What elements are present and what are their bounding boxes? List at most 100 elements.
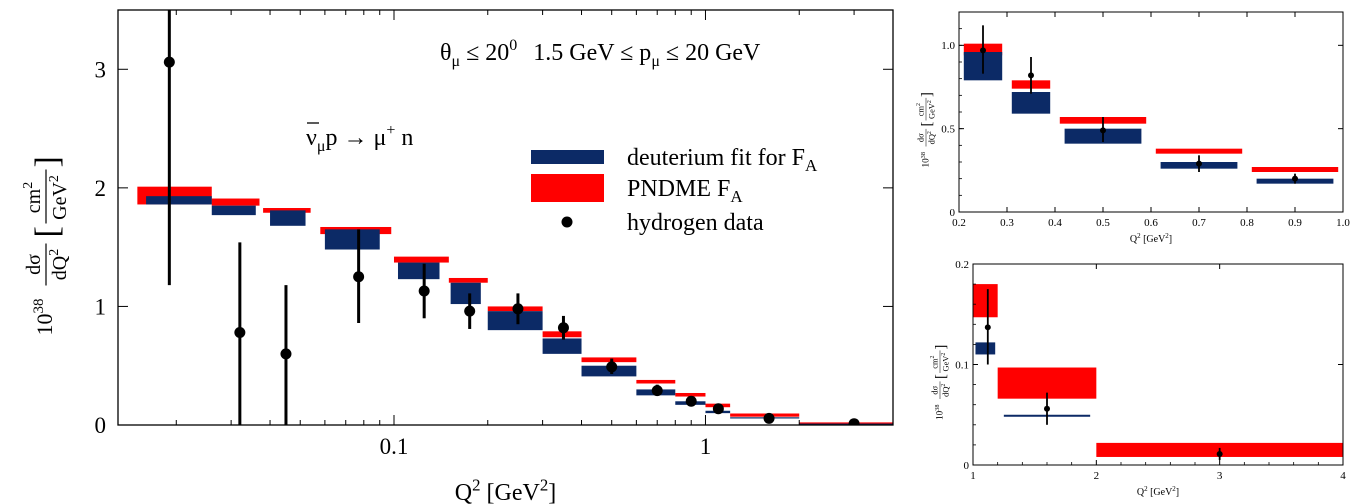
cuts-p-pre: 1.5 GeV ≤ p [533, 40, 651, 66]
main-pndme-band-4 [393, 256, 449, 263]
main-deuterium-band-7 [542, 338, 582, 354]
inset-top-pndme-band-4 [1251, 167, 1339, 172]
inset-top-xlabel-sup: 2 [1137, 232, 1141, 240]
inset-bottom-xlabel-base: Q [1137, 487, 1145, 498]
main-pndme-band-5 [448, 277, 488, 283]
main-ylabel-unit-num-sup: 2 [21, 182, 36, 189]
inset-bottom-xlabel-unit: [GeV [1148, 487, 1173, 498]
main-frame [117, 9, 894, 426]
reaction-nu-sub: μ [317, 138, 326, 155]
inset-bottom-ylabel-unit-num-base: cm [930, 358, 939, 369]
main-ylabel-unit-num-base: cm [23, 188, 45, 213]
inset-bottom-ylabel-den-sup: 2 [941, 384, 947, 387]
inset-top-data-point-2 [1100, 127, 1106, 134]
main-ylabel-factor-sup: 38 [31, 299, 47, 314]
inset-top-ylabel-unit-den-sup: 2 [927, 100, 933, 103]
inset-bottom-data-point-0 [984, 324, 991, 331]
inset-top-ytick-label-1: 0.5 [941, 124, 955, 136]
reaction-mid: p → μ [325, 125, 386, 151]
inset-bottom-ylabel-bracket-open: [ [933, 374, 949, 379]
inset-top-data-point-4 [1292, 175, 1298, 182]
reaction-nu: ν [306, 125, 317, 151]
inset-bottom-ylabel-unit-den-base: GeV [941, 356, 950, 372]
main-ylabel-factor: 1038 [31, 299, 57, 336]
inset-top-ylabel-unit-num-base: cm [916, 105, 925, 116]
main-ylabel-bracket-close: ] [29, 156, 66, 167]
inset-top-ylabel-den: dQ2 [927, 131, 936, 144]
inset-top-xtick-label-6: 0.8 [1240, 217, 1254, 229]
inset-bottom-xlabel-sup: 2 [1144, 485, 1148, 493]
reaction-tail: n [395, 125, 413, 151]
inset-top-xtick-label-7: 0.9 [1288, 217, 1302, 229]
inset-bottom-ylabel-unit-num-sup: 2 [930, 355, 936, 358]
inset-top-ylabel-unit-num: cm2 [916, 103, 925, 116]
main-ylabel-unit-den-sup: 2 [47, 175, 62, 182]
main-deuterium-band-2 [270, 210, 306, 226]
main-xlabel-sup: 2 [472, 475, 480, 494]
main-ylabel-unit-den: GeV2 [47, 175, 71, 220]
cuts-theta-sub: μ [452, 53, 461, 70]
reaction-annotation: νμp → μ+ n [306, 122, 413, 155]
inset-top-ylabel-factor-base: 10 [921, 158, 931, 168]
main-data-point-3 [353, 271, 365, 283]
legend-swatch-deuterium [531, 150, 604, 164]
main-data-point-7 [557, 322, 569, 334]
inset-top-xtick-label-5: 0.7 [1192, 217, 1206, 229]
main-data-point-4 [418, 285, 430, 297]
main-xlabel-base: Q [455, 480, 472, 504]
legend-label-sub-0: A [805, 156, 818, 175]
inset-top-ylabel-factor-sup: 38 [920, 152, 927, 158]
inset-top-xlabel-close: ] [1169, 234, 1172, 245]
inset-top-ylabel-unit-den: GeV2 [927, 100, 936, 119]
inset-bottom-ylabel-factor: 1038 [934, 405, 945, 421]
legend-swatch-data [561, 216, 573, 228]
main-deuterium-band-1 [211, 205, 256, 216]
inset-top-ylabel-bracket-close: ] [919, 92, 935, 97]
inset-top-plot-area [963, 25, 1339, 184]
main-ylabel-bracket-open: [ [29, 226, 66, 237]
inset-top-pndme-band-3 [1155, 148, 1243, 154]
main-pndme-band-8 [581, 357, 637, 363]
main-data-point-1 [234, 327, 246, 339]
main-data-point-10 [685, 395, 697, 407]
inset-bottom-ytick-label-0: 0 [964, 460, 970, 472]
inset-bottom-pndme-band-0 [973, 284, 998, 318]
legend-label-text-2: hydrogen data [627, 210, 764, 236]
inset-top-ylabel-bracket-open: [ [919, 121, 935, 126]
inset-bottom-ylabel-den: dQ2 [941, 384, 950, 397]
inset-bottom-xtick-label-0: 1 [970, 470, 976, 482]
main-deuterium-band-5 [450, 282, 481, 305]
inset-bottom-data-point-2 [1216, 450, 1223, 457]
inset-bottom-data-point-1 [1044, 405, 1050, 412]
inset-top-ylabel-unit-num-sup: 2 [916, 103, 922, 106]
main-pndme-band-1 [211, 198, 260, 206]
main-xtick-label-0: 0.1 [380, 434, 409, 459]
inset-top-ylabel-den-sup: 2 [927, 131, 933, 134]
cuts-p-post: ≤ 20 GeV [660, 40, 761, 66]
inset-top-data-point-0 [980, 47, 986, 54]
inset-bottom-deuterium-band-0 [975, 342, 996, 355]
inset-top-deuterium-band-1 [1011, 92, 1051, 114]
legend-label-2: hydrogen data [627, 210, 764, 236]
inset-top-ylabel-factor: 1038 [920, 152, 931, 168]
main-deuterium-band-4 [397, 262, 440, 280]
main-data-point-12 [763, 412, 775, 424]
inset-bottom-xlabel-close: ] [1176, 487, 1179, 498]
inset-top-xtick-label-0: 0.2 [952, 217, 966, 229]
main-plot-area [137, 10, 893, 425]
inset-bottom-xlabel-unit-sup: 2 [1172, 485, 1176, 493]
inset-top-ytick-label-2: 1.0 [941, 40, 955, 52]
legend-label-text-1: PNDME F [627, 176, 730, 202]
main-ylabel-unit-den-base: GeV [49, 182, 71, 220]
inset-bottom-frame [972, 263, 1344, 466]
main-ylabel-den-base: dQ [49, 255, 71, 280]
inset-top-x-axis-label: Q2 [GeV2] [1130, 232, 1172, 245]
main-data-point-11 [712, 403, 724, 415]
inset-bottom-ylabel-bracket-close: ] [933, 345, 949, 350]
inset-top-ylabel-num: dσ [916, 133, 925, 142]
inset-bottom-ylabel-unit-den-sup: 2 [941, 353, 947, 356]
